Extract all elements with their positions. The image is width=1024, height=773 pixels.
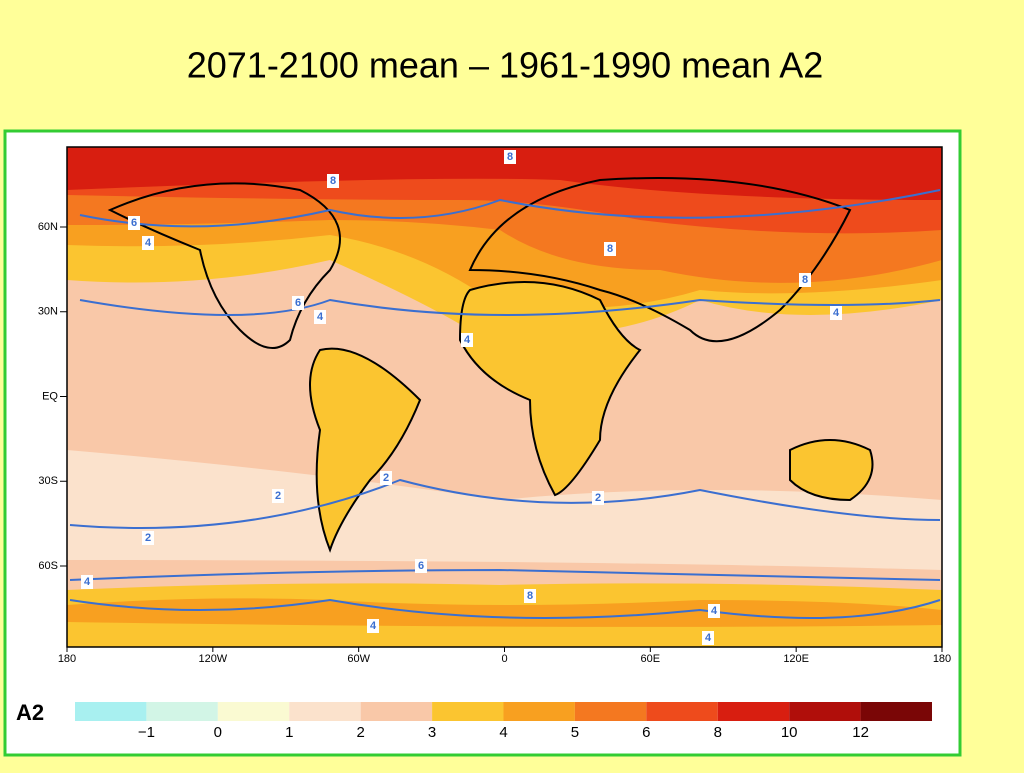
colorbar-tick-label: 5 [571,724,579,741]
region-north-america [107,182,341,349]
colorbar-tick-label: 8 [714,724,722,741]
contour-label-box [142,236,154,250]
region-africa [458,281,642,497]
region-lightpeach-south [67,450,942,570]
lon-label: 60E [641,653,661,665]
slide-title: 2071-2100 mean – 1961-1990 mean A2 [187,45,824,86]
contour-label: 2 [595,492,601,504]
colorbar-tick-label: 1 [285,724,293,741]
contour-line [69,478,941,529]
contour-label: 4 [84,576,91,588]
colorbar-tick-label: 2 [356,724,364,741]
lat-label: 60N [38,221,58,233]
contour-label-box [604,242,616,256]
colorbar-swatch [432,702,504,721]
contour-line [69,568,941,581]
contour-line [79,189,941,228]
contour-label-box [81,575,93,589]
lon-label: 180 [933,653,951,665]
contour-label-box [461,333,473,347]
contour-label: 6 [418,560,424,572]
contour-label-box [314,310,326,324]
contour-label: 6 [295,297,301,309]
contour-label: 2 [275,490,281,502]
contour-label-box [708,604,720,618]
contour-label-box [367,619,379,633]
contour-label: 4 [705,632,712,644]
contour-label-box [592,491,604,505]
contour-label: 2 [145,532,151,544]
contour-label-box [272,489,284,503]
region-south-america [309,347,422,553]
colorbar-swatch [360,702,433,721]
colorbar-tick-label: 12 [852,724,869,741]
contour-label: 8 [527,590,533,602]
contour-label-box [504,150,516,164]
contour-label: 8 [802,274,808,286]
lat-label: 30S [38,475,58,487]
colorbar-tick-label: 6 [642,724,650,741]
lon-label: 120E [783,653,809,665]
colorbar-swatch [146,702,218,721]
contour-label-box [327,174,339,188]
contour-label-box [415,559,427,573]
contour-line [79,298,941,316]
colorbar-swatch [289,702,361,721]
contour-label: 4 [711,605,718,617]
contour-label: 2 [383,472,389,484]
colorbar-swatch [789,702,861,721]
lat-label: EQ [42,390,58,402]
colorbar-swatch [717,702,790,721]
contour-label: 4 [317,311,324,323]
lon-label: 180 [58,653,76,665]
colorbar-tick-label: 3 [428,724,436,741]
contour-label-box [380,471,392,485]
contour-label: 4 [145,237,152,249]
colorbar-swatch [503,702,575,721]
contour-label-box [142,531,154,545]
colorbar-swatch [860,702,932,721]
contour-label: 8 [507,151,513,163]
contour-line [69,598,941,619]
colorbar-swatch [217,702,290,721]
contour-label-box [830,306,842,320]
colorbar-tick-label: −1 [138,724,155,741]
contour-label: 6 [131,217,137,229]
contour-label-box [799,273,811,287]
lon-label: 60W [347,653,370,665]
colorbar-swatch [75,702,147,721]
contour-label: 4 [464,334,471,346]
colorbar-swatch [574,702,647,721]
contour-label: 4 [370,620,377,632]
colorbar-tick-label: 4 [499,724,507,741]
colorbar-tick-label: 0 [214,724,222,741]
legend-title: A2 [16,700,44,725]
colorbar-swatch [646,702,718,721]
contour-label-box [292,296,304,310]
contour-label: 8 [330,175,336,187]
lon-label: 120W [198,653,227,665]
contour-label-box [702,631,714,645]
contour-label-box [524,589,536,603]
lat-label: 30N [38,306,58,318]
contour-label: 4 [833,307,840,319]
colorbar-tick-label: 10 [781,724,798,741]
lon-label: 0 [501,653,507,665]
contour-label-box [128,216,140,230]
contour-label: 8 [607,243,613,255]
region-red-north [67,147,942,200]
region-australia [789,439,874,502]
lat-label: 60S [38,560,58,572]
